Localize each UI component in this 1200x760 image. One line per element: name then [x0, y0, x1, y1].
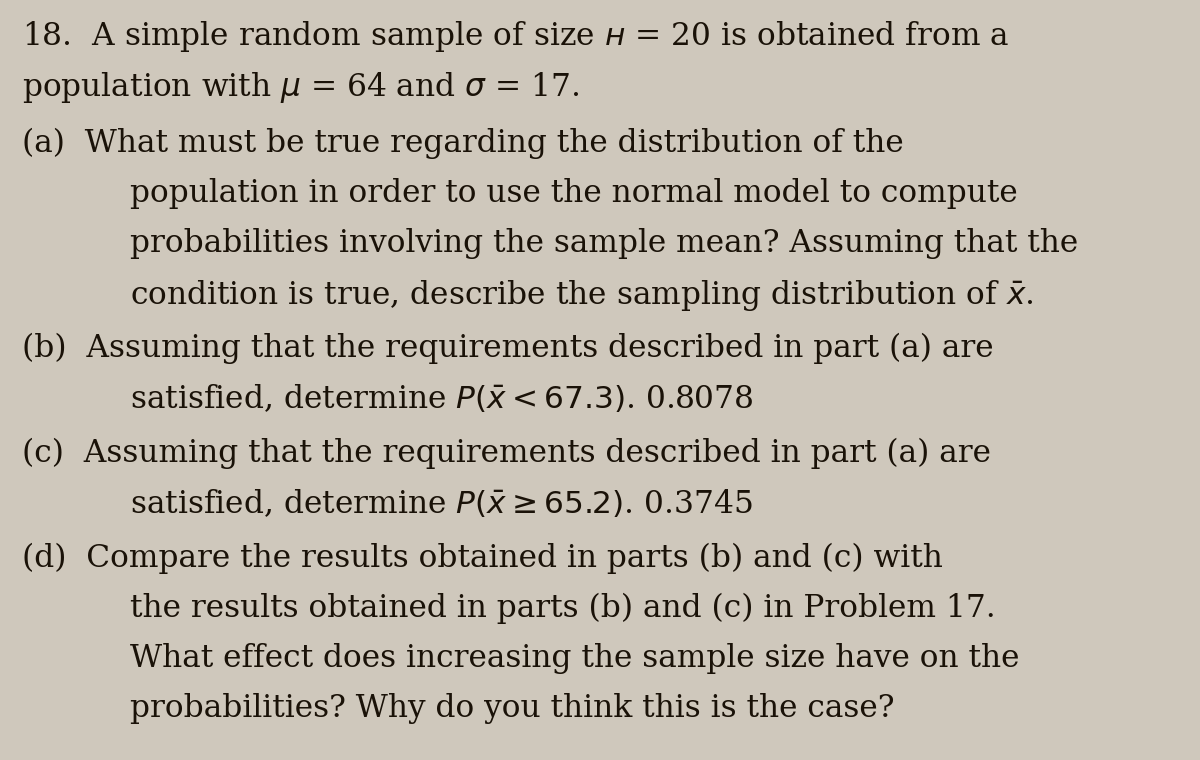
Text: (a)  What must be true regarding the distribution of the: (a) What must be true regarding the dist…: [22, 128, 904, 159]
Text: probabilities? Why do you think this is the case?: probabilities? Why do you think this is …: [130, 693, 894, 724]
Text: 18.  A simple random sample of size $\itн$ = 20 is obtained from a: 18. A simple random sample of size $\itн…: [22, 19, 1009, 54]
Text: (c)  Assuming that the requirements described in part (a) are: (c) Assuming that the requirements descr…: [22, 438, 991, 469]
Text: population with $\mu$ = 64 and $\sigma$ = 17.: population with $\mu$ = 64 and $\sigma$ …: [22, 70, 578, 105]
Text: satisfied, determine $P(\bar{x} < 67.3)$. 0.8078: satisfied, determine $P(\bar{x} < 67.3)$…: [130, 383, 754, 415]
Text: condition is true, describe the sampling distribution of $\bar{x}$.: condition is true, describe the sampling…: [130, 278, 1033, 313]
Text: satisfied, determine $P(\bar{x} \geq 65.2)$. 0.3745: satisfied, determine $P(\bar{x} \geq 65.…: [130, 488, 752, 520]
Text: What effect does increasing the sample size have on the: What effect does increasing the sample s…: [130, 643, 1019, 674]
Text: probabilities involving the sample mean? Assuming that the: probabilities involving the sample mean?…: [130, 228, 1078, 259]
Text: the results obtained in parts (b) and (c) in Problem 17.: the results obtained in parts (b) and (c…: [130, 593, 995, 624]
Text: population in order to use the normal model to compute: population in order to use the normal mo…: [130, 178, 1018, 209]
Text: (d)  Compare the results obtained in parts (b) and (c) with: (d) Compare the results obtained in part…: [22, 543, 942, 574]
Text: (b)  Assuming that the requirements described in part (a) are: (b) Assuming that the requirements descr…: [22, 333, 994, 364]
